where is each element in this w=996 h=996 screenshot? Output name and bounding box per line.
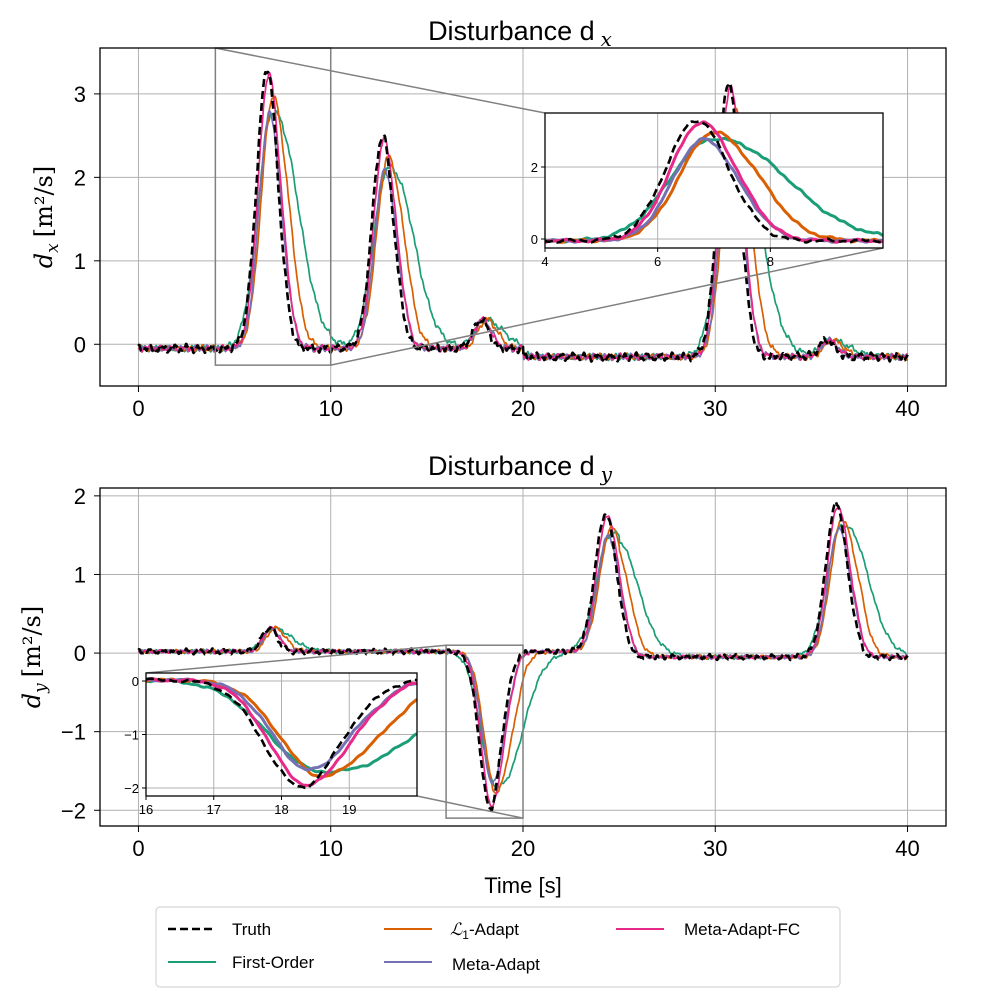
inset-series <box>146 677 417 790</box>
y-tick-label: 3 <box>74 82 86 107</box>
inset-x-tick-label: 4 <box>541 254 548 269</box>
zoom-connector <box>215 47 546 114</box>
inset-series-line-meta-adapt-fc <box>146 677 417 787</box>
inset-frame <box>544 112 884 249</box>
bottom-zoom-indicator <box>145 644 524 819</box>
x-tick-label: 0 <box>132 396 144 421</box>
y-tick-label: 0 <box>74 641 86 666</box>
y-tick-label: 2 <box>74 484 86 509</box>
bottom-ylabel: dy[m²/s] <box>18 606 51 709</box>
inset-x-tick-label: 8 <box>767 254 774 269</box>
inset-x-tick-label: 16 <box>139 802 153 817</box>
inset-x-tick-label: 19 <box>342 802 356 817</box>
inset-x-tick-label: 18 <box>274 802 288 817</box>
inset-frame <box>145 672 418 797</box>
y-tick-label: −1 <box>61 720 86 745</box>
inset-y-tick-label: 2 <box>531 160 538 175</box>
x-tick-label: 10 <box>318 836 342 861</box>
inset-x-tick-label: 17 <box>207 802 221 817</box>
inset-series <box>545 120 883 244</box>
legend-label-meta-adapt: Meta-Adapt <box>452 955 540 974</box>
bottom-ticks: 0 10 20 30 40 −2 −1 0 1 2 <box>61 484 920 861</box>
x-tick-label: 20 <box>511 836 535 861</box>
y-tick-label: 1 <box>74 249 86 274</box>
top-series-lines <box>137 70 909 363</box>
inset-y-tick-label: 0 <box>132 674 139 689</box>
inset-y-tick-label: −2 <box>124 781 139 796</box>
y-tick-label: 0 <box>74 332 86 357</box>
legend-label-l1-adapt: ℒ1-Adapt <box>450 920 519 942</box>
y-tick-label: −2 <box>61 798 86 823</box>
series-line-truth <box>137 70 909 363</box>
x-tick-label: 30 <box>703 396 727 421</box>
inset-series-line-meta-adapt-fc <box>545 120 883 244</box>
zoom-connector <box>330 247 884 366</box>
y-tick-label: 2 <box>74 165 86 190</box>
legend: Truth First-Order ℒ1-Adapt Meta-Adapt Me… <box>155 906 841 988</box>
inset-x-tick-label: 6 <box>654 254 661 269</box>
legend-label-meta-adapt-fc: Meta-Adapt-FC <box>684 920 800 939</box>
top-ylabel: dx[m²/s] <box>30 166 63 268</box>
legend-label-truth: Truth <box>232 920 271 939</box>
x-tick-label: 20 <box>511 396 535 421</box>
inset-series-line-truth <box>146 677 417 790</box>
zoom-connector <box>416 795 524 819</box>
zoom-connector <box>145 644 447 674</box>
y-tick-label: 1 <box>74 562 86 587</box>
inset-y-tick-label: 0 <box>531 232 538 247</box>
inset-series-line-truth <box>545 120 883 244</box>
zoom-rectangle <box>445 644 524 819</box>
top-inset: 4 6 8 0 2 <box>531 112 884 269</box>
inset-y-tick-label: −1 <box>124 728 139 743</box>
bottom-inset: 16 17 18 19 −2 −1 0 <box>124 672 418 817</box>
x-tick-label: 40 <box>895 396 919 421</box>
legend-label-first-order: First-Order <box>232 953 315 972</box>
x-tick-label: 0 <box>132 836 144 861</box>
x-tick-label: 40 <box>895 836 919 861</box>
legend-frame <box>155 906 841 988</box>
x-tick-label: 10 <box>318 396 342 421</box>
bottom-xlabel: Time [s] <box>484 873 561 898</box>
x-tick-label: 30 <box>703 836 727 861</box>
